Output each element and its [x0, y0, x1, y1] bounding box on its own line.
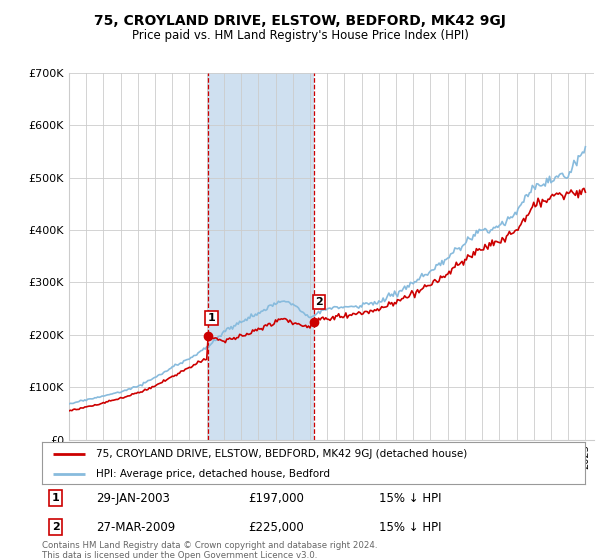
Text: 27-MAR-2009: 27-MAR-2009 — [97, 521, 176, 534]
Text: 75, CROYLAND DRIVE, ELSTOW, BEDFORD, MK42 9GJ: 75, CROYLAND DRIVE, ELSTOW, BEDFORD, MK4… — [94, 14, 506, 28]
Bar — [208, 73, 314, 440]
Text: 2: 2 — [316, 297, 323, 307]
Text: 1: 1 — [208, 313, 215, 323]
Text: 1: 1 — [52, 493, 59, 503]
Text: HPI: Average price, detached house, Bedford: HPI: Average price, detached house, Bedf… — [97, 469, 331, 479]
Text: 15% ↓ HPI: 15% ↓ HPI — [379, 492, 441, 505]
Text: 2: 2 — [52, 522, 59, 532]
Text: £225,000: £225,000 — [248, 521, 304, 534]
Text: 29-JAN-2003: 29-JAN-2003 — [97, 492, 170, 505]
Text: Price paid vs. HM Land Registry's House Price Index (HPI): Price paid vs. HM Land Registry's House … — [131, 29, 469, 42]
Text: 15% ↓ HPI: 15% ↓ HPI — [379, 521, 441, 534]
Text: Contains HM Land Registry data © Crown copyright and database right 2024.
This d: Contains HM Land Registry data © Crown c… — [42, 541, 377, 560]
Text: £197,000: £197,000 — [248, 492, 304, 505]
Text: 75, CROYLAND DRIVE, ELSTOW, BEDFORD, MK42 9GJ (detached house): 75, CROYLAND DRIVE, ELSTOW, BEDFORD, MK4… — [97, 449, 467, 459]
